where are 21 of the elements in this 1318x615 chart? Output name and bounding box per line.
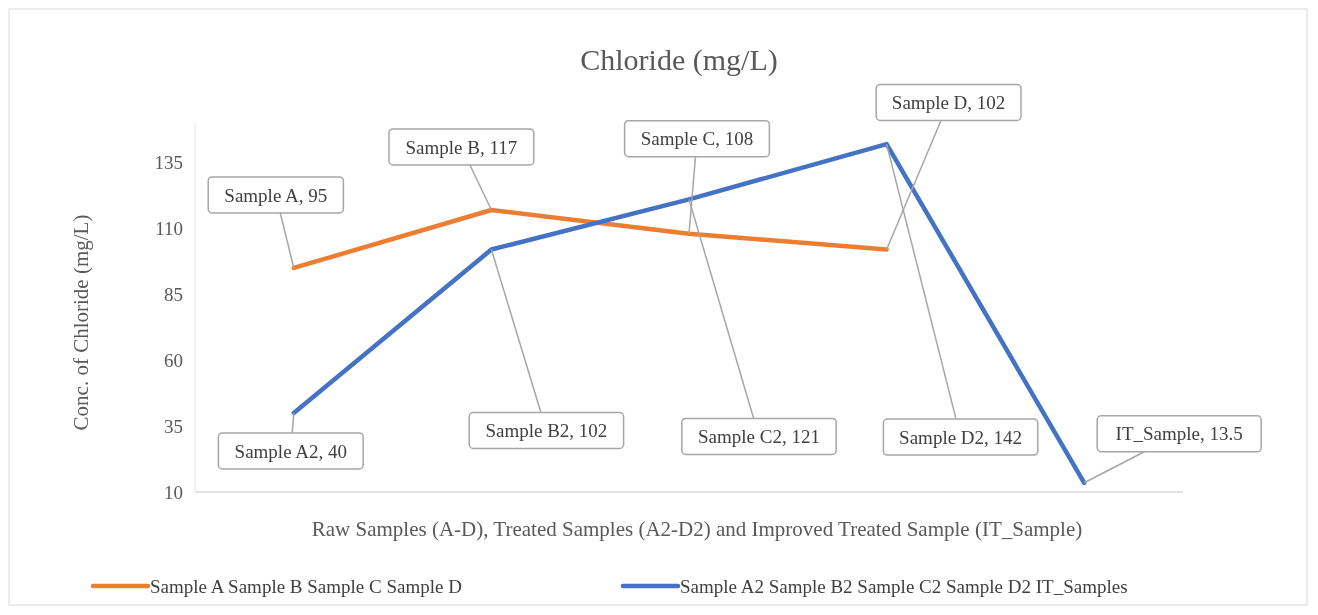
legend-label: Sample A2 Sample B2 Sample C2 Sample D2 IT_Samples [680,575,1128,597]
y-tick-label: 110 [155,218,183,240]
data-label: Sample A2, 40 [234,440,348,462]
data-label: Sample A, 95 [224,184,328,206]
data-label: Sample B, 117 [405,136,518,158]
chart-title: Chloride (mg/L) [580,43,778,77]
y-axis-title: Conc. of Chloride (mg/L) [69,214,93,431]
y-tick-label: 135 [154,152,183,174]
line-series [291,207,889,271]
data-label: Sample B2, 102 [485,420,608,442]
y-tick-label: 60 [164,349,183,371]
data-label: Sample D, 102 [891,92,1006,114]
data-label: IT_Sample, 13.5 [1115,423,1243,445]
data-label: Sample D2, 142 [899,426,1023,448]
legend-label: Sample A Sample B Sample C Sample D [150,575,462,597]
y-tick-label: 10 [164,481,183,503]
x-axis-title: Raw Samples (A-D), Treated Samples (A2-D2) and Improved Treated Sample (IT_Sample) [311,517,1083,541]
y-tick-label: 85 [164,283,183,305]
y-tick-label: 35 [164,415,183,437]
data-label: Sample C2, 121 [698,426,820,448]
data-label: Sample C, 108 [640,128,754,150]
